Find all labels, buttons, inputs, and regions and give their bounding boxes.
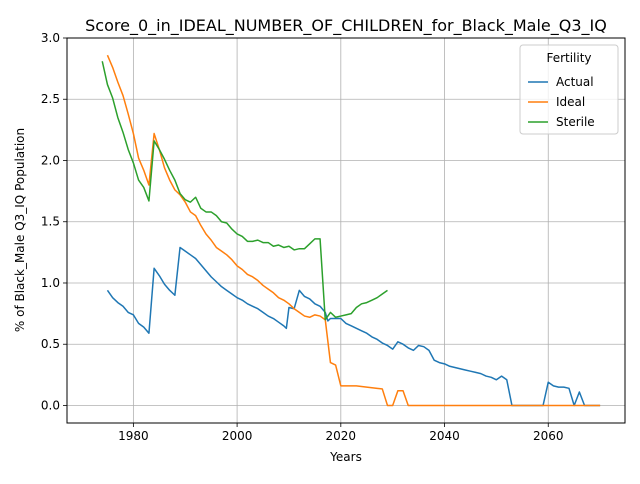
y-tick-label: 0.5 bbox=[41, 337, 60, 351]
series-lines bbox=[101, 54, 601, 407]
x-axis-label: Years bbox=[329, 450, 362, 464]
x-tick-label: 2060 bbox=[533, 429, 564, 443]
legend-label-sterile: Sterile bbox=[556, 115, 595, 129]
y-tick-label: 2.5 bbox=[41, 92, 60, 106]
y-tick-label: 2.0 bbox=[41, 153, 60, 167]
series-line-actual bbox=[106, 246, 601, 407]
y-axis-label: % of Black_Male Q3_IQ Population bbox=[13, 128, 27, 332]
chart-title: Score_0_in_IDEAL_NUMBER_OF_CHILDREN_for_… bbox=[85, 16, 607, 36]
series-line-sterile bbox=[101, 61, 388, 321]
plot-frame bbox=[66, 37, 626, 424]
y-tick-label: 1.5 bbox=[41, 215, 60, 229]
legend: Fertility Actual Ideal Sterile bbox=[519, 44, 619, 135]
x-tick-label: 1980 bbox=[118, 429, 149, 443]
axis-ticks: 1980 2000 2020 2040 2060 0.0 0.5 1.0 1.5 2.0 2.5 3.… bbox=[41, 31, 564, 443]
legend-title: Fertility bbox=[546, 51, 591, 65]
x-tick-label: 2040 bbox=[429, 429, 460, 443]
legend-box bbox=[519, 44, 619, 135]
legend-label-ideal: Ideal bbox=[556, 95, 585, 109]
y-tick-label: 0.0 bbox=[41, 398, 60, 412]
y-tick-label: 3.0 bbox=[41, 31, 60, 45]
x-tick-label: 2000 bbox=[222, 429, 253, 443]
y-tick-label: 1.0 bbox=[41, 276, 60, 290]
legend-label-actual: Actual bbox=[556, 75, 594, 89]
x-tick-label: 2020 bbox=[326, 429, 357, 443]
